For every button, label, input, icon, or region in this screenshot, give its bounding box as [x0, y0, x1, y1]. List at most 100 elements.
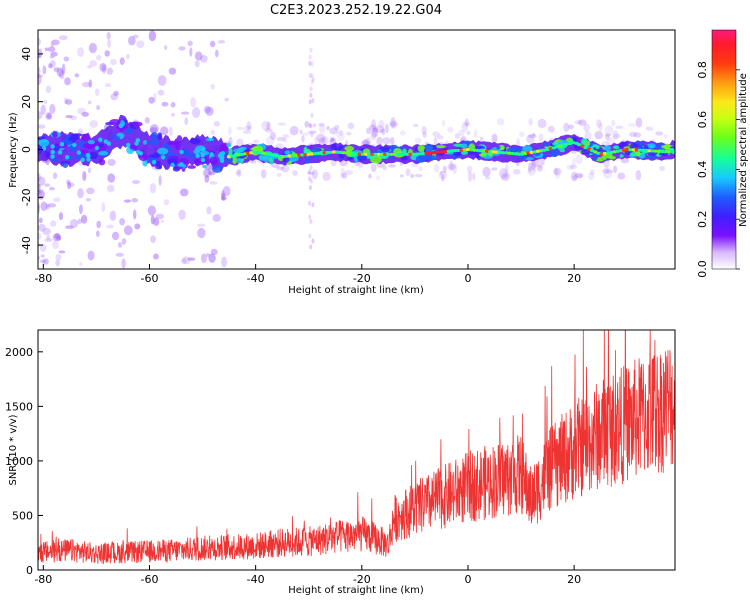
heatmap-noise-cell [50, 43, 54, 48]
heatmap-band-cell [219, 158, 225, 163]
heatmap-noise-cell [309, 92, 313, 98]
heatmap-noise-cell [588, 172, 595, 181]
heatmap-noise-cell [89, 60, 98, 67]
snr-y-ticks: 0 500 1000 1500 2000 [5, 346, 43, 577]
heatmap-noise-cell [212, 214, 221, 222]
heatmap-noise-cell [46, 234, 51, 240]
heatmap-band-cell [250, 147, 260, 152]
heatmap-noise-cell [222, 185, 231, 197]
heatmap-core-cell [656, 149, 662, 153]
heatmap-noise-cell [38, 48, 43, 59]
heatmap-noise-cell [309, 86, 313, 92]
heatmap-noise-cell [464, 118, 469, 127]
heatmap-noise-cell [200, 54, 208, 63]
heatmap-core-cell [351, 151, 356, 156]
heatmap-noise-cell [655, 131, 664, 136]
heatmap-noise-cell [527, 134, 537, 139]
x-tick-label: -80 [34, 272, 52, 285]
heatmap-core-cell [293, 153, 299, 157]
heatmap-noise-cell [604, 133, 611, 137]
heatmap-band-cell [134, 141, 139, 146]
heatmap-band-cell [228, 147, 233, 156]
heatmap-band-cell [284, 150, 291, 155]
heatmap-band-cell [303, 146, 308, 155]
heatmap-noise-cell [308, 184, 312, 190]
heatmap-noise-cell [49, 55, 55, 59]
heatmap-band-cell [195, 153, 200, 158]
heatmap-band-cell [552, 142, 559, 146]
heatmap-noise-cell [96, 105, 101, 111]
heatmap-noise-cell [204, 163, 213, 171]
heatmap-noise-cell [526, 134, 535, 144]
heatmap-noise-cell [310, 112, 314, 118]
heatmap-band-cell [157, 132, 163, 140]
heatmap-noise-cell [370, 129, 377, 141]
heatmap-noise-cell [311, 169, 319, 180]
heatmap-noise-cell [339, 130, 343, 137]
heatmap-band-cell [81, 133, 90, 142]
heatmap-band-cell [167, 158, 178, 166]
heatmap-noise-cell [221, 256, 228, 268]
heatmap-band-cell [131, 121, 143, 127]
heatmap-noise-cell [74, 73, 80, 78]
heatmap-band-cell [388, 156, 395, 160]
heatmap-noise-cell [452, 163, 458, 175]
heatmap-band-cell [496, 146, 501, 150]
heatmap-core-cell [303, 153, 308, 157]
heatmap-noise-cell [50, 51, 58, 57]
x-tick-label: -20 [353, 573, 371, 586]
heatmap-noise-cell [598, 122, 603, 132]
heatmap-core-cell [325, 151, 330, 155]
heatmap-noise-cell [153, 253, 159, 260]
heatmap-noise-cell [247, 125, 252, 130]
heatmap-noise-cell [613, 165, 618, 173]
heatmap-noise-cell [301, 134, 305, 143]
heatmap-noise-cell [203, 105, 211, 114]
heatmap-core-cell [663, 150, 668, 154]
heatmap-noise-cell [136, 40, 145, 49]
heatmap-noise-cell [95, 54, 102, 61]
heatmap-core-cell [306, 152, 311, 156]
heatmap-noise-cell [208, 253, 216, 263]
heatmap-noise-cell [208, 171, 216, 176]
heatmap-noise-cell [313, 137, 319, 143]
heatmap-band-cell [518, 154, 528, 160]
heatmap-noise-cell [47, 46, 56, 53]
heatmap-noise-cell [615, 125, 624, 130]
heatmap-noise-cell [194, 51, 203, 61]
heatmap-noise-cell [264, 128, 273, 133]
heatmap-noise-cell [311, 98, 315, 104]
heatmap-noise-cell [447, 126, 454, 133]
heatmap-core-cell [389, 152, 394, 156]
heatmap-noise-cell [441, 173, 445, 182]
heatmap-band-cell [417, 145, 426, 153]
heatmap-noise-cell [578, 119, 587, 126]
heatmap-noise-cell [104, 50, 110, 57]
heatmap-noise-cell [596, 119, 602, 128]
heatmap-core-cell [376, 152, 381, 156]
heatmap-noise-cell [242, 130, 252, 134]
heatmap-band-cell [85, 145, 95, 150]
heatmap-noise-cell [610, 119, 616, 127]
heatmap-noise-cell [311, 238, 315, 244]
heatmap-noise-cell [132, 180, 141, 185]
heatmap-core-cell [625, 147, 630, 152]
spectrogram-x-axis-label: Height of straight line (km) [288, 285, 424, 296]
heatmap-noise-cell [69, 115, 78, 121]
heatmap-noise-cell [371, 119, 376, 130]
heatmap-noise-cell [121, 258, 126, 269]
heatmap-noise-cell [58, 212, 64, 221]
heatmap-noise-cell [277, 122, 286, 126]
heatmap-noise-cell [308, 130, 317, 134]
heatmap-noise-cell [182, 256, 191, 265]
heatmap-band-cell [114, 136, 120, 141]
heatmap-noise-cell [206, 206, 212, 215]
heatmap-core-cell [500, 151, 506, 155]
heatmap-band-cell [187, 165, 196, 169]
heatmap-band-cell [50, 144, 55, 149]
heatmap-noise-cell [64, 99, 73, 105]
heatmap-core-cell [497, 150, 502, 154]
heatmap-noise-cell [110, 58, 117, 66]
heatmap-noise-cell [95, 230, 100, 237]
heatmap-noise-cell [171, 112, 175, 117]
